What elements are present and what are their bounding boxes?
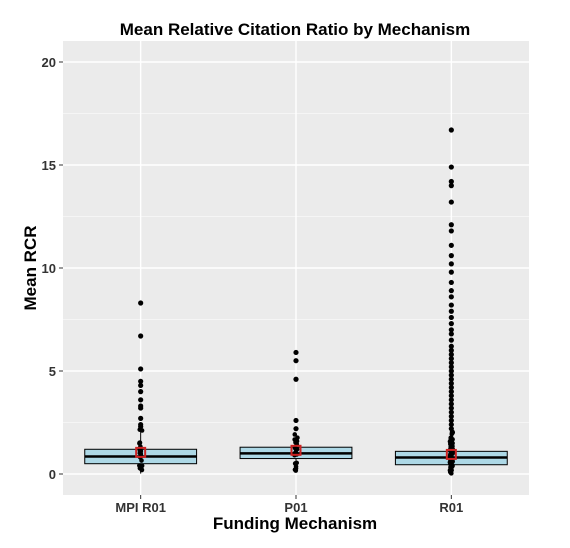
outlier-point bbox=[138, 389, 144, 395]
outlier-point bbox=[448, 253, 454, 259]
y-tick-label: 5 bbox=[49, 364, 56, 379]
data-point bbox=[293, 466, 299, 471]
mean-marker bbox=[445, 448, 457, 460]
box-group bbox=[239, 349, 353, 473]
outlier-point bbox=[138, 397, 144, 403]
outlier-point bbox=[448, 327, 454, 333]
outlier-point bbox=[138, 415, 144, 421]
outlier-point bbox=[293, 349, 299, 356]
mean-marker bbox=[290, 444, 302, 456]
outlier-point bbox=[448, 343, 454, 349]
outlier-point bbox=[138, 424, 144, 430]
outlier-point bbox=[448, 242, 454, 248]
outlier-point bbox=[448, 397, 454, 403]
y-axis-title: Mean RCR bbox=[21, 225, 40, 310]
box-group bbox=[394, 127, 508, 476]
outlier-point bbox=[138, 300, 144, 306]
outlier-point bbox=[448, 294, 454, 300]
outlier-point bbox=[448, 376, 454, 382]
outlier-point bbox=[138, 366, 144, 372]
outlier-point bbox=[138, 333, 144, 339]
y-tick-label: 20 bbox=[42, 55, 56, 70]
outlier-point bbox=[448, 360, 454, 366]
outlier-point bbox=[448, 426, 454, 432]
y-tick-label: 0 bbox=[49, 467, 56, 482]
outlier-point bbox=[293, 426, 299, 432]
outlier-point bbox=[448, 314, 454, 321]
data-point bbox=[137, 450, 143, 456]
outlier-point bbox=[448, 409, 454, 415]
outlier-point bbox=[448, 364, 454, 370]
outlier-point bbox=[448, 384, 454, 391]
outlier-point bbox=[448, 302, 454, 308]
x-axis-title: Funding Mechanism bbox=[213, 514, 377, 533]
x-tick-label: P01 bbox=[284, 500, 307, 515]
data-point bbox=[448, 458, 453, 464]
data-point bbox=[137, 440, 143, 446]
y-axis: 0 5 10 15 20 bbox=[42, 55, 63, 482]
outlier-point bbox=[293, 376, 299, 382]
outlier-point bbox=[448, 421, 454, 428]
outlier-point bbox=[448, 321, 454, 327]
outlier-point bbox=[448, 417, 454, 424]
data-point bbox=[139, 464, 144, 469]
data-point bbox=[294, 460, 300, 466]
data-point bbox=[449, 431, 455, 437]
outlier-point bbox=[138, 405, 144, 411]
chart-title: Mean Relative Citation Ratio by Mechanis… bbox=[120, 20, 470, 39]
outlier-point bbox=[448, 389, 454, 395]
outlier-point bbox=[448, 380, 454, 386]
outlier-point bbox=[448, 337, 454, 343]
outlier-point bbox=[448, 331, 454, 337]
outlier-point bbox=[448, 183, 454, 189]
outlier-point bbox=[448, 401, 454, 407]
outlier-point bbox=[448, 393, 454, 399]
data-point bbox=[448, 470, 454, 475]
box-group bbox=[84, 300, 198, 474]
outlier-point bbox=[448, 308, 454, 314]
y-tick-label: 10 bbox=[42, 261, 56, 276]
outlier-point bbox=[448, 356, 454, 362]
outlier-point bbox=[448, 351, 454, 358]
data-point bbox=[139, 467, 145, 473]
outlier-point bbox=[448, 288, 454, 294]
outlier-point bbox=[448, 222, 454, 228]
x-tick-label: MPI R01 bbox=[115, 500, 166, 515]
data-point bbox=[450, 443, 455, 449]
x-tick-label: R01 bbox=[439, 500, 463, 515]
outlier-point bbox=[138, 378, 144, 384]
outlier-point bbox=[138, 382, 144, 389]
outlier-point bbox=[293, 417, 299, 424]
outlier-point bbox=[448, 405, 454, 411]
outlier-point bbox=[448, 178, 454, 185]
outlier-point bbox=[448, 228, 454, 234]
boxes-layer bbox=[84, 127, 508, 476]
outlier-point bbox=[448, 164, 454, 170]
y-tick-label: 15 bbox=[42, 158, 56, 173]
outlier-point bbox=[448, 413, 454, 419]
data-point bbox=[293, 447, 299, 453]
outlier-point bbox=[448, 347, 454, 353]
outlier-point bbox=[448, 279, 454, 286]
outlier-point bbox=[448, 127, 454, 133]
outlier-point bbox=[448, 199, 454, 205]
x-axis: MPI R01 P01 R01 bbox=[115, 495, 463, 515]
data-point bbox=[449, 437, 455, 443]
outlier-point bbox=[448, 269, 454, 275]
outlier-point bbox=[448, 372, 454, 378]
mean-marker bbox=[135, 446, 147, 458]
outlier-point bbox=[448, 261, 454, 267]
outlier-point bbox=[448, 368, 454, 374]
data-point bbox=[292, 432, 298, 437]
outlier-point bbox=[293, 358, 299, 364]
data-point bbox=[294, 438, 300, 444]
